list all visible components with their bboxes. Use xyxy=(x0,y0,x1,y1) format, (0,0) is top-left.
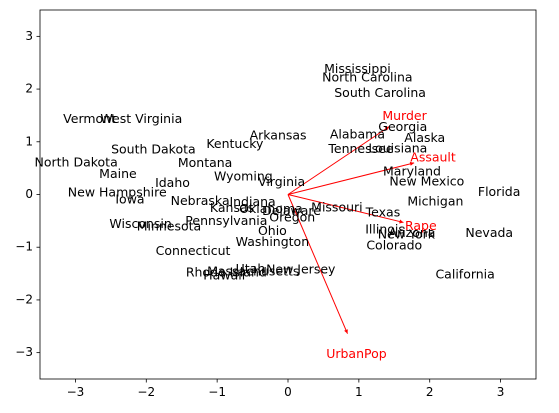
state-label: Utah xyxy=(236,261,266,276)
state-label: Alaska xyxy=(404,130,445,145)
state-label: Nevada xyxy=(465,225,513,240)
loading-label: Rape xyxy=(405,218,437,233)
y-tick-label: −3 xyxy=(15,345,33,359)
y-tick-label: 1 xyxy=(25,134,33,148)
x-tick-label: −2 xyxy=(137,385,155,399)
state-label: North Carolina xyxy=(322,70,412,85)
loading-arrowhead-2 xyxy=(344,329,348,334)
loading-arrowhead-0 xyxy=(384,126,390,131)
state-label: Kansas xyxy=(210,200,254,215)
state-label: Colorado xyxy=(366,238,422,253)
state-label: Massachusetts xyxy=(207,263,299,278)
loading-arrow-1 xyxy=(287,162,415,195)
state-label: California xyxy=(435,267,494,282)
y-tick-label: −2 xyxy=(15,292,33,306)
y-tick-label: −1 xyxy=(15,240,33,254)
state-label: Iowa xyxy=(115,191,144,206)
state-label: Delaware xyxy=(262,203,321,218)
loading-arrowhead-1 xyxy=(409,161,415,166)
state-label: Ohio xyxy=(258,223,287,238)
x-axis-ticks: −3 −2 −1 0 1 2 3 xyxy=(67,379,505,399)
loading-label: Assault xyxy=(410,150,456,165)
state-label: New York xyxy=(378,227,436,242)
state-label: Florida xyxy=(478,184,521,199)
state-label: Montana xyxy=(178,155,233,170)
state-label: Louisiana xyxy=(368,141,427,156)
state-label: Georgia xyxy=(378,119,427,134)
loading-arrowhead-3 xyxy=(399,219,404,224)
state-label: Oregon xyxy=(269,210,315,225)
loading-vectors xyxy=(287,126,415,334)
state-label: New Jersey xyxy=(266,261,336,276)
state-label: Mississippi xyxy=(324,61,391,76)
x-tick-label: 3 xyxy=(497,385,505,399)
state-label: West Virginia xyxy=(100,111,182,126)
loading-label: Murder xyxy=(382,108,427,123)
state-label: Virginia xyxy=(258,174,305,189)
state-label: Arizona xyxy=(389,225,436,240)
loading-arrow-3 xyxy=(287,194,404,223)
state-label: Washington xyxy=(236,234,309,249)
x-tick-label: 1 xyxy=(355,385,363,399)
state-label: Texas xyxy=(365,204,401,219)
loading-arrow-0 xyxy=(287,126,390,195)
loading-arrow-2 xyxy=(287,194,348,334)
state-label: Wyoming xyxy=(214,169,273,184)
state-label: Wisconsin xyxy=(109,216,171,231)
state-label: Indiana xyxy=(229,194,275,209)
state-label: Hawaii xyxy=(203,268,245,283)
y-tick-label: 3 xyxy=(25,29,33,43)
state-label: Missouri xyxy=(311,200,362,215)
state-labels: Alabama Alaska Arizona Arkansas California Co… xyxy=(35,61,521,283)
state-label: Arkansas xyxy=(250,127,307,142)
state-label: Minnesota xyxy=(137,219,202,234)
state-label: Vermont xyxy=(63,111,116,126)
state-label: New Hampshire xyxy=(68,184,167,199)
y-tick-label: 0 xyxy=(25,187,33,201)
state-label: Connecticut xyxy=(156,243,231,258)
loading-labels: Murder Assault UrbanPop Rape xyxy=(326,108,456,361)
state-label: New Mexico xyxy=(389,173,464,188)
state-label: Maryland xyxy=(383,163,441,178)
x-tick-label: −1 xyxy=(208,385,226,399)
state-label: Idaho xyxy=(155,175,190,190)
state-label: Rhode Island xyxy=(186,265,267,280)
state-label: Pennsylvania xyxy=(185,213,267,228)
state-label: South Dakota xyxy=(111,142,196,157)
state-label: Michigan xyxy=(407,193,463,208)
state-label: Alabama xyxy=(330,126,385,141)
x-tick-label: 2 xyxy=(426,385,434,399)
state-label: Nebraska xyxy=(171,193,230,208)
state-label: Tennessee xyxy=(327,141,393,156)
y-tick-label: 2 xyxy=(25,82,33,96)
state-label: Maine xyxy=(99,166,137,181)
loading-label: UrbanPop xyxy=(326,346,387,361)
state-label: Illinois xyxy=(365,221,405,236)
y-axis-ticks: −3 −2 −1 0 1 2 3 xyxy=(15,29,40,359)
state-label: Oklahoma xyxy=(239,201,303,216)
state-label: South Carolina xyxy=(334,85,426,100)
x-tick-label: −3 xyxy=(67,385,85,399)
state-label: Kentucky xyxy=(206,136,264,151)
x-tick-label: 0 xyxy=(284,385,292,399)
state-label: North Dakota xyxy=(35,154,118,169)
